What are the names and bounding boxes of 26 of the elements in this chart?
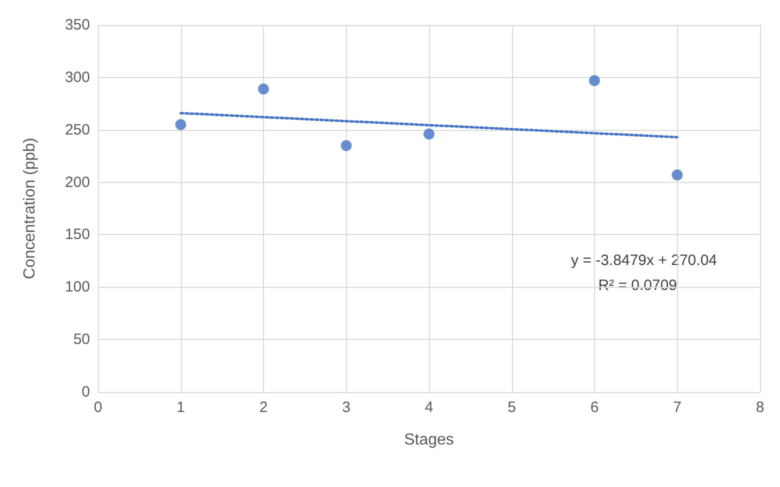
x-tick-label: 2 [259,399,268,416]
x-tick-label: 1 [176,399,185,416]
y-tick-label: 50 [73,331,90,348]
point [175,119,186,130]
point [340,140,352,152]
y-tick-label: 300 [64,68,90,86]
x-tick-label: 5 [508,399,516,416]
y-tick-label: 150 [64,226,90,244]
point [589,75,600,86]
x-tick-label: 6 [590,399,599,416]
y-axis-title: Concentration (ppb) [22,138,38,280]
x-tick-label: 3 [342,399,350,416]
y-tick-label: 100 [64,278,90,296]
y-tick-label: 200 [64,174,90,191]
point [672,169,683,180]
x-tick-label: 4 [424,399,434,416]
x-axis-title: Stages [404,432,454,448]
point [424,128,434,140]
annotation: y = -3.8479x + 270.04 [571,252,718,269]
y-tick-label: 250 [64,121,90,138]
y-tick-label: 350 [64,16,90,34]
y-tick-label: 0 [82,384,90,400]
point [258,83,269,94]
x-tick-label: 8 [756,399,764,416]
x-tick-label: 7 [673,399,682,416]
x-tick-label: 0 [94,399,102,416]
